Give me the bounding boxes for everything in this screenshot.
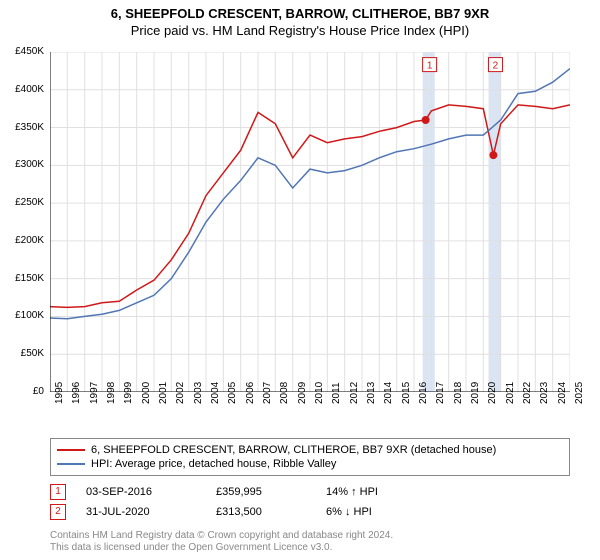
x-tick-label: 2021 [505,382,516,404]
x-tick-label: 2000 [141,382,152,404]
y-tick-label: £250K [4,197,44,208]
sale-row: 2 31-JUL-2020£313,5006% ↓ HPI [50,504,570,520]
title-main: 6, SHEEPFOLD CRESCENT, BARROW, CLITHEROE… [0,6,600,21]
sale-delta: 14% ↑ HPI [326,486,426,498]
legend-label: 6, SHEEPFOLD CRESCENT, BARROW, CLITHEROE… [91,444,496,456]
x-tick-label: 2013 [366,382,377,404]
x-tick-label: 1995 [54,382,65,404]
x-tick-label: 2011 [331,382,342,404]
y-tick-label: £400K [4,84,44,95]
chart-svg: 12 [50,52,570,392]
x-tick-label: 2008 [279,382,290,404]
sale-date: 03-SEP-2016 [86,486,216,498]
x-tick-label: 1996 [71,382,82,404]
x-tick-label: 2017 [435,382,446,404]
sale-marker: 1 [50,484,66,500]
sale-marker: 2 [50,504,66,520]
y-tick-label: £0 [4,386,44,397]
svg-text:2: 2 [493,61,499,72]
legend-box: 6, SHEEPFOLD CRESCENT, BARROW, CLITHEROE… [50,438,570,476]
x-tick-label: 2001 [158,382,169,404]
x-tick-label: 2019 [470,382,481,404]
y-tick-label: £200K [4,235,44,246]
x-tick-label: 2005 [227,382,238,404]
y-tick-label: £300K [4,159,44,170]
legend-label: HPI: Average price, detached house, Ribb… [91,458,336,470]
sale-date: 31-JUL-2020 [86,506,216,518]
chart-area: 12 £0£50K£100K£150K£200K£250K£300K£350K£… [50,52,570,392]
legend-item: HPI: Average price, detached house, Ribb… [57,457,563,471]
x-tick-label: 2012 [349,382,360,404]
x-tick-label: 2022 [522,382,533,404]
legend-item: 6, SHEEPFOLD CRESCENT, BARROW, CLITHEROE… [57,443,563,457]
x-tick-label: 2025 [574,382,585,404]
title-block: 6, SHEEPFOLD CRESCENT, BARROW, CLITHEROE… [0,0,600,38]
title-sub: Price paid vs. HM Land Registry's House … [0,23,600,38]
y-tick-label: £450K [4,46,44,57]
x-tick-label: 2020 [487,382,498,404]
x-tick-label: 1997 [89,382,100,404]
x-tick-label: 1998 [106,382,117,404]
legend-swatch [57,463,85,465]
y-tick-label: £150K [4,273,44,284]
sale-price: £359,995 [216,486,326,498]
root: 6, SHEEPFOLD CRESCENT, BARROW, CLITHEROE… [0,0,600,560]
y-tick-label: £50K [4,348,44,359]
sale-delta: 6% ↓ HPI [326,506,426,518]
sale-price: £313,500 [216,506,326,518]
x-tick-label: 2018 [453,382,464,404]
attribution: Contains HM Land Registry data © Crown c… [50,530,570,554]
x-tick-label: 2004 [210,382,221,404]
x-tick-label: 1999 [123,382,134,404]
x-tick-label: 2006 [245,382,256,404]
svg-text:1: 1 [427,61,433,72]
x-tick-label: 2024 [557,382,568,404]
attribution-line1: Contains HM Land Registry data © Crown c… [50,530,570,542]
legend-swatch [57,449,85,451]
attribution-line2: This data is licensed under the Open Gov… [50,542,570,554]
x-tick-label: 2002 [175,382,186,404]
x-tick-label: 2003 [193,382,204,404]
x-tick-label: 2007 [262,382,273,404]
x-tick-label: 2014 [383,382,394,404]
x-tick-label: 2009 [297,382,308,404]
sale-row: 1 03-SEP-2016£359,99514% ↑ HPI [50,484,570,500]
x-tick-label: 2015 [401,382,412,404]
x-tick-label: 2016 [418,382,429,404]
y-tick-label: £350K [4,122,44,133]
x-tick-label: 2010 [314,382,325,404]
y-tick-label: £100K [4,310,44,321]
x-tick-label: 2023 [539,382,550,404]
